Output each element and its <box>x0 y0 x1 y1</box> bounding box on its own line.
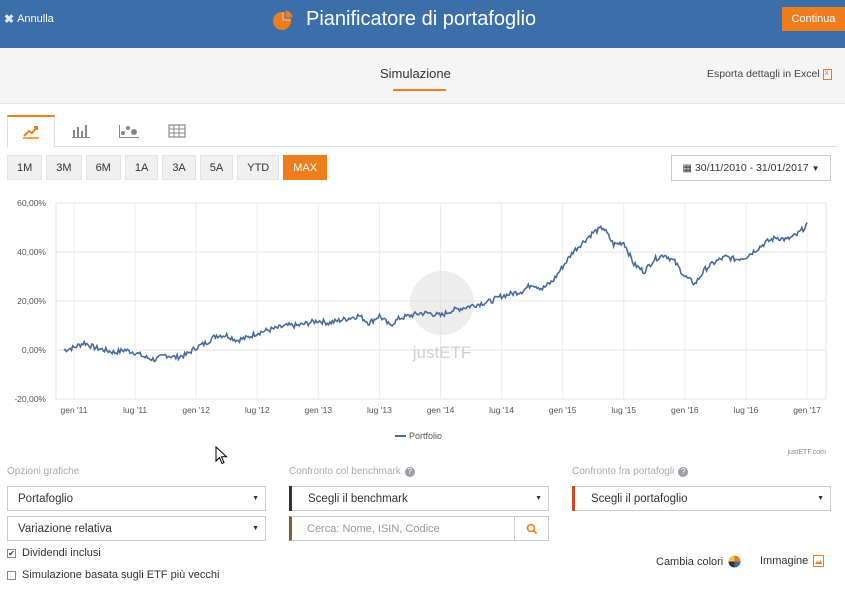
tab-line-chart[interactable] <box>7 115 55 148</box>
x-tick-label: lug '11 <box>123 405 147 415</box>
range-button-3m[interactable]: 3M <box>46 155 82 180</box>
change-colors-label: Cambia colori <box>656 555 724 568</box>
sub-header: Simulazione Esporta dettagli in Excel <box>0 48 845 104</box>
dividends-label: Dividendi inclusi <box>22 547 101 559</box>
range-button-3a[interactable]: 3A <box>162 155 196 180</box>
table-icon <box>168 124 186 138</box>
tab-table[interactable] <box>153 115 201 147</box>
portfolio-compare-label: Confronto fra portafogli ? <box>572 466 689 477</box>
graph-select-portfolio-value: Portafoglio <box>18 492 73 505</box>
x-tick-label: gen '17 <box>793 405 821 415</box>
x-tick-label: lug '15 <box>611 405 636 415</box>
graph-select-portfolio[interactable]: Portafoglio ▼ <box>7 486 266 511</box>
x-tick-label: lug '12 <box>245 405 270 415</box>
checkbox-unchecked-icon[interactable] <box>7 570 16 580</box>
portfolio-color-bar <box>572 486 575 511</box>
series-line-portfolio <box>63 222 808 363</box>
benchmark-select-value: Scegli il benchmark <box>308 492 408 505</box>
x-tick-label: lug '16 <box>734 405 759 415</box>
tab-bar-chart[interactable] <box>57 115 105 147</box>
line-chart-icon <box>23 126 39 139</box>
x-tick-label: gen '16 <box>671 405 699 415</box>
chart-credit: justETF.com <box>786 449 826 456</box>
legend-portfolio: Portfolio <box>409 431 442 441</box>
benchmark-label: Confronto col benchmark ? <box>289 466 415 477</box>
range-button-1m[interactable]: 1M <box>7 155 43 180</box>
portfolio-compare-text: Confronto fra portafogli <box>572 466 675 477</box>
help-icon[interactable]: ? <box>404 466 415 477</box>
benchmark-select[interactable]: Scegli il benchmark ▼ <box>289 486 549 511</box>
top-bar: ✖ Annulla Pianificatore di portafoglio C… <box>0 0 845 48</box>
range-button-5a[interactable]: 5A <box>199 155 234 180</box>
excel-icon <box>822 68 832 80</box>
calendar-icon: ▦ <box>682 162 692 174</box>
chevron-down-icon: ▼ <box>252 495 259 502</box>
scatter-chart-icon <box>119 125 139 138</box>
y-tick-label: 0,00% <box>22 345 47 355</box>
image-export-label: Immagine <box>760 555 809 567</box>
search-icon <box>526 523 537 534</box>
export-label: Esporta dettagli in Excel <box>707 68 820 80</box>
x-tick-label: gen '14 <box>427 405 455 415</box>
image-icon <box>813 555 825 567</box>
range-button-6m[interactable]: 6M <box>85 155 121 180</box>
graph-options-label: Opzioni grafiche <box>7 466 79 477</box>
x-tick-label: lug '14 <box>489 405 514 415</box>
watermark-text: justETF <box>412 343 472 362</box>
color-palette-icon <box>728 555 741 568</box>
benchmark-label-text: Confronto col benchmark <box>289 466 401 477</box>
x-tick-label: gen '11 <box>61 405 88 415</box>
y-tick-label: -20,00% <box>14 394 46 404</box>
oldest-etf-label: Simulazione basata sugli ETF più vecchi <box>22 569 220 581</box>
range-button-max[interactable]: MAX <box>283 155 328 180</box>
page-title: Pianificatore di portafoglio <box>306 8 537 30</box>
graph-select-variation[interactable]: Variazione relativa ▼ <box>7 516 266 541</box>
app-title: Pianificatore di portafoglio <box>272 8 536 31</box>
change-colors-button[interactable]: Cambia colori <box>656 555 741 568</box>
tab-simulation[interactable]: Simulazione <box>380 66 451 81</box>
performance-chart: 60,00% 40,00% 20,00% 0,00% -20,00% gen '11 lug… <box>0 190 845 460</box>
y-tick-label: 40,00% <box>17 247 46 257</box>
y-tick-label: 20,00% <box>17 296 46 306</box>
date-range-value: 30/11/2010 - 31/01/2017 <box>694 162 809 174</box>
oldest-etf-checkbox[interactable]: Simulazione basata sugli ETF più vecchi <box>7 569 219 581</box>
bar-chart-icon <box>72 125 90 138</box>
cancel-button[interactable]: ✖ Annulla <box>4 12 54 26</box>
graph-select-variation-value: Variazione relativa <box>18 522 112 535</box>
dividends-checkbox[interactable]: ✔ Dividendi inclusi <box>7 547 101 559</box>
benchmark-color-bar <box>289 486 292 511</box>
range-buttons: 1M 3M 6M 1A 3A 5A YTD MAX <box>7 155 328 180</box>
y-tick-label: 60,00% <box>17 198 46 208</box>
x-tick-label: lug '13 <box>367 405 392 415</box>
graph-options-text: Opzioni grafiche <box>7 466 80 477</box>
checkbox-checked-icon[interactable]: ✔ <box>7 548 16 558</box>
benchmark-search-input[interactable] <box>289 516 515 541</box>
x-tick-label: gen '13 <box>305 405 333 415</box>
date-range-picker[interactable]: ▦ 30/11/2010 - 31/01/2017 ▼ <box>671 155 831 181</box>
x-tick-label: gen '15 <box>549 405 577 415</box>
close-icon: ✖ <box>4 12 15 26</box>
chevron-down-icon: ▼ <box>811 163 820 173</box>
range-button-1a[interactable]: 1A <box>124 155 159 180</box>
chart-svg: 60,00% 40,00% 20,00% 0,00% -20,00% gen '11 lug… <box>14 198 827 456</box>
watermark-logo-icon <box>410 271 474 335</box>
pie-chart-logo-icon <box>273 8 294 30</box>
help-icon[interactable]: ? <box>678 466 689 477</box>
portfolio-select[interactable]: Scegli il portafoglio ▼ <box>572 486 831 511</box>
chevron-down-icon: ▼ <box>817 495 824 502</box>
chevron-down-icon: ▼ <box>252 525 259 532</box>
chart-type-tabs <box>7 115 837 148</box>
cancel-label: Annulla <box>17 13 54 25</box>
chevron-down-icon: ▼ <box>535 495 542 502</box>
image-export-button[interactable]: Immagine <box>760 555 825 567</box>
portfolio-select-value: Scegli il portafoglio <box>591 492 688 505</box>
mouse-cursor-icon <box>215 446 228 465</box>
x-tick-label: gen '12 <box>182 405 210 415</box>
export-excel-link[interactable]: Esporta dettagli in Excel <box>707 68 832 80</box>
continue-button[interactable]: Continua <box>782 7 845 31</box>
tab-scatter-chart[interactable] <box>105 115 153 147</box>
active-tab-indicator <box>393 89 446 91</box>
search-button[interactable] <box>514 516 549 541</box>
range-button-ytd[interactable]: YTD <box>237 155 280 180</box>
